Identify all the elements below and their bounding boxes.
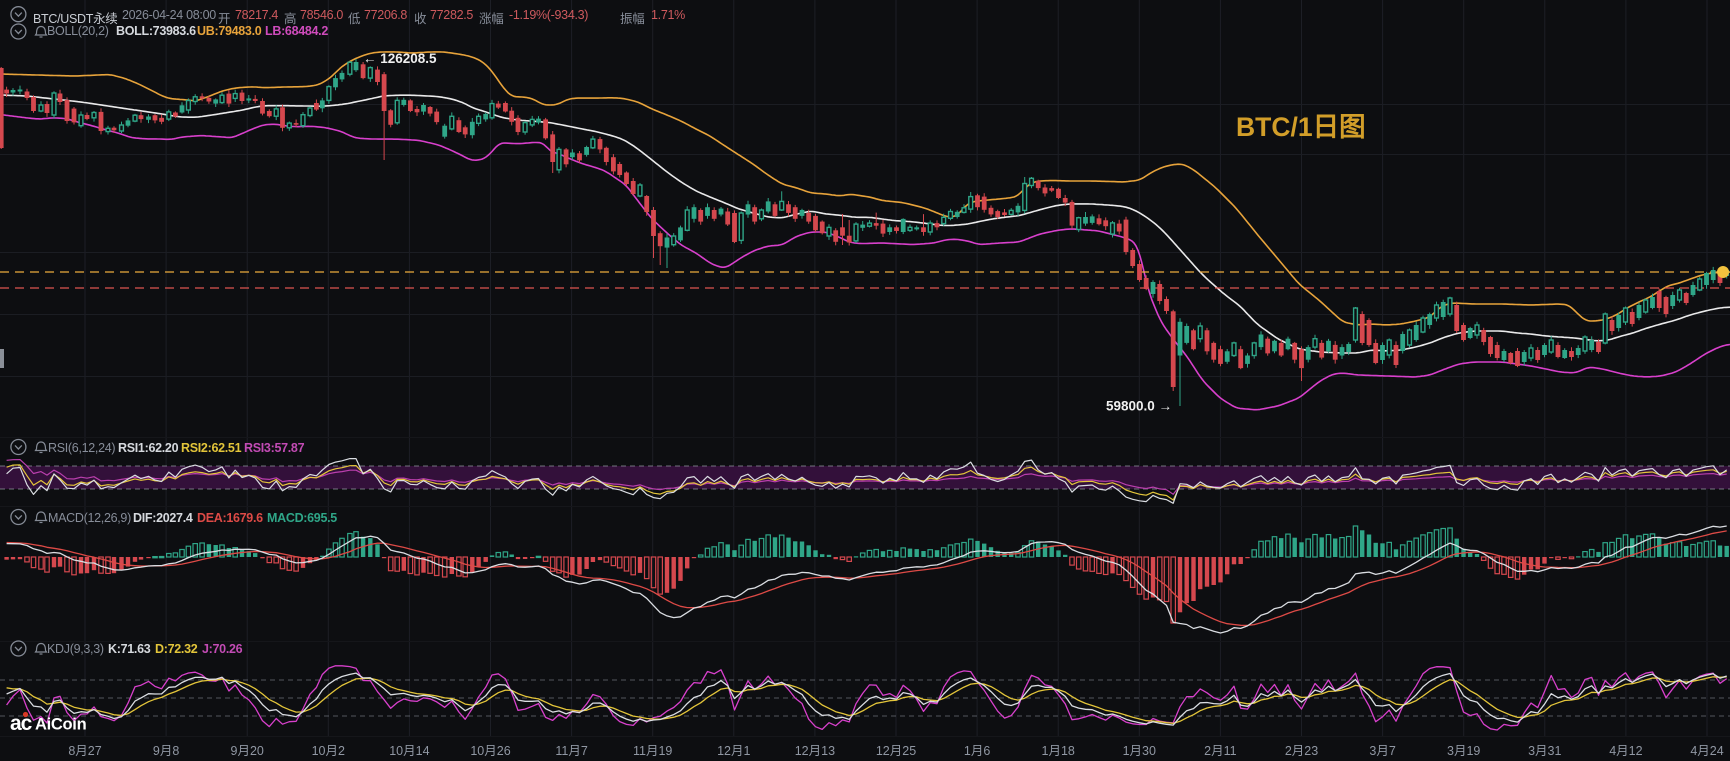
- svg-text:2月11: 2月11: [1204, 744, 1236, 758]
- svg-text:9月8: 9月8: [153, 744, 179, 758]
- svg-text:1月6: 1月6: [964, 744, 990, 758]
- svg-text:9月20: 9月20: [231, 744, 264, 758]
- svg-text:AiCoin: AiCoin: [35, 716, 87, 734]
- svg-text:11月19: 11月19: [633, 744, 672, 758]
- svg-text:4月24: 4月24: [1690, 744, 1723, 758]
- svg-text:ac: ac: [10, 712, 33, 735]
- svg-text:1月18: 1月18: [1042, 744, 1075, 758]
- svg-text:3月7: 3月7: [1369, 744, 1395, 758]
- svg-text:2月23: 2月23: [1285, 744, 1318, 758]
- svg-text:3月31: 3月31: [1528, 744, 1561, 758]
- svg-text:12月25: 12月25: [876, 744, 916, 758]
- svg-text:12月13: 12月13: [795, 744, 835, 758]
- svg-text:← 126208.5: ← 126208.5: [363, 51, 437, 66]
- svg-text:11月7: 11月7: [555, 744, 587, 758]
- svg-text:12月1: 12月1: [717, 744, 750, 758]
- svg-text:10月26: 10月26: [470, 744, 510, 758]
- svg-text:4月12: 4月12: [1609, 744, 1642, 758]
- svg-text:8月27: 8月27: [68, 744, 101, 758]
- svg-text:59800.0 →: 59800.0 →: [1106, 399, 1172, 414]
- svg-text:3月19: 3月19: [1447, 744, 1480, 758]
- svg-text:10月14: 10月14: [389, 744, 429, 758]
- svg-text:BTC/1日图: BTC/1日图: [1236, 112, 1366, 142]
- svg-text:1月30: 1月30: [1123, 744, 1156, 758]
- svg-text:10月2: 10月2: [312, 744, 345, 758]
